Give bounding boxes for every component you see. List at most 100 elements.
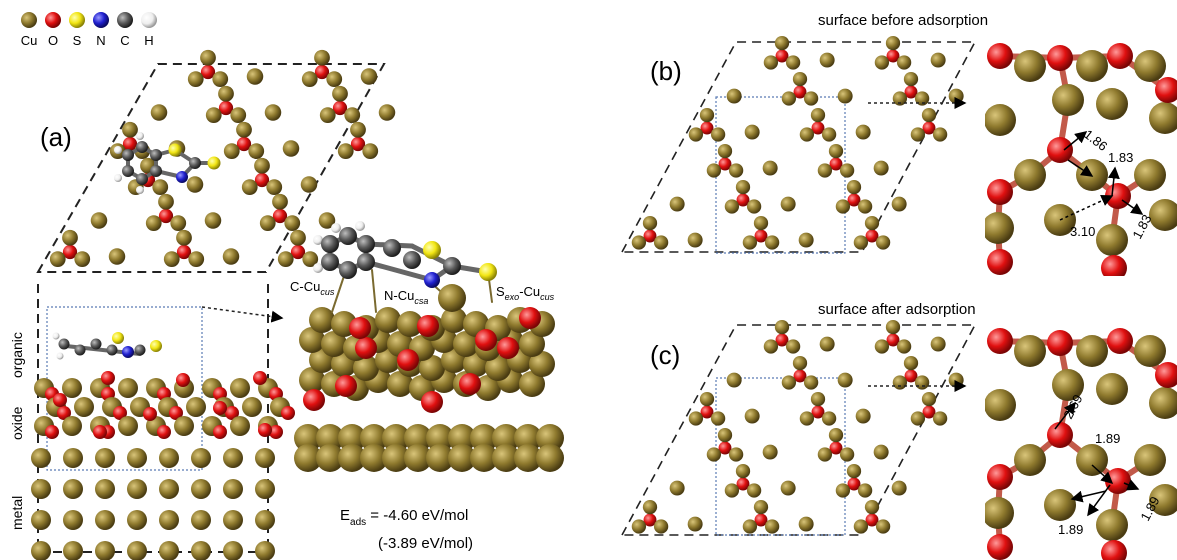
cu-atom bbox=[236, 121, 252, 138]
cu-atom bbox=[753, 499, 769, 515]
cu-atom bbox=[1014, 444, 1046, 476]
o-atom bbox=[1047, 330, 1073, 356]
panel-c-surface bbox=[620, 319, 977, 536]
cu-atom bbox=[799, 127, 815, 142]
panel-a-label: (a) bbox=[40, 122, 72, 152]
cu-atom bbox=[857, 483, 873, 498]
c-atom bbox=[90, 338, 102, 350]
cu-atom bbox=[780, 196, 796, 212]
cu-atom bbox=[742, 519, 758, 534]
cu-atom bbox=[828, 143, 844, 159]
cu-atom bbox=[828, 427, 844, 443]
cu-atom bbox=[744, 124, 760, 140]
cu-atom bbox=[230, 416, 250, 436]
cu-atom bbox=[248, 143, 265, 159]
cu-atom bbox=[948, 372, 964, 388]
cu-atom bbox=[792, 71, 808, 87]
cu-atom bbox=[706, 447, 722, 462]
cu-atom bbox=[31, 448, 51, 468]
o-atom bbox=[169, 406, 183, 420]
cu-atom bbox=[875, 235, 891, 250]
h-atom bbox=[331, 223, 341, 233]
c-atom bbox=[357, 253, 375, 271]
cu-atom bbox=[762, 444, 778, 460]
cu-atom bbox=[108, 248, 126, 265]
cu-atom bbox=[855, 124, 871, 140]
cu-atom bbox=[95, 510, 115, 530]
h-atom bbox=[56, 352, 64, 360]
c-cu-label: C-Cucus bbox=[290, 279, 335, 297]
distance-arrow bbox=[1070, 490, 1107, 503]
cu-atom bbox=[529, 351, 555, 377]
cu-atom bbox=[255, 510, 275, 530]
cu-atom bbox=[62, 416, 82, 436]
cu-atom bbox=[519, 371, 545, 397]
cu-atom bbox=[631, 519, 647, 534]
cu-atom bbox=[63, 479, 83, 499]
cu-atom bbox=[321, 331, 347, 357]
cu-atom bbox=[63, 510, 83, 530]
cu-atom bbox=[891, 480, 907, 496]
cu-atom bbox=[753, 215, 769, 231]
legend-swatch-n bbox=[93, 12, 109, 28]
cu-atom bbox=[803, 375, 819, 390]
o-atom bbox=[101, 371, 115, 385]
o-atom bbox=[113, 406, 127, 420]
cu-atom bbox=[688, 411, 704, 426]
cu-atom bbox=[284, 215, 301, 231]
cu-atom bbox=[1134, 444, 1166, 476]
cu-atom bbox=[176, 229, 192, 246]
h-atom bbox=[52, 332, 60, 340]
cu-atom bbox=[1096, 224, 1128, 256]
cu-atom bbox=[864, 215, 880, 231]
cu-atom bbox=[792, 355, 808, 371]
cu-atom bbox=[127, 448, 147, 468]
legend-label: Cu bbox=[21, 33, 38, 48]
cu-atom bbox=[1076, 444, 1108, 476]
o-atom bbox=[290, 244, 306, 260]
cu-atom bbox=[717, 427, 733, 443]
cu-atom bbox=[874, 55, 890, 70]
cu-atom bbox=[254, 157, 270, 174]
distance-arrow bbox=[1063, 131, 1088, 151]
cu-atom bbox=[95, 541, 115, 560]
cu-atom bbox=[669, 196, 685, 212]
cu-atom bbox=[419, 355, 445, 381]
o-atom bbox=[1105, 183, 1131, 209]
cu-atom bbox=[819, 336, 835, 352]
cu-atom bbox=[1076, 159, 1108, 191]
cu-atom bbox=[294, 424, 322, 452]
cu-atom bbox=[241, 179, 258, 195]
cu-atom bbox=[687, 232, 703, 248]
cu-atom bbox=[191, 448, 211, 468]
c-atom bbox=[58, 338, 70, 350]
o-atom bbox=[62, 244, 78, 260]
legend-swatch-s bbox=[69, 12, 85, 28]
cu-atom bbox=[810, 107, 826, 123]
distance-arrow bbox=[1091, 464, 1114, 485]
h-atom bbox=[355, 221, 365, 231]
cu-atom bbox=[218, 85, 234, 102]
cu-atom bbox=[1052, 84, 1084, 116]
c-atom bbox=[189, 157, 201, 169]
panel-a-side-view bbox=[31, 284, 295, 560]
bond bbox=[363, 259, 435, 283]
cu-atom bbox=[1044, 489, 1076, 521]
cu-atom bbox=[799, 411, 815, 426]
h-atom bbox=[136, 186, 144, 194]
panel-c-distances: 2.69 1.89 1.89 1.89 bbox=[1058, 392, 1163, 537]
cu-atom bbox=[839, 163, 855, 178]
cu-atom bbox=[1096, 373, 1128, 405]
cu-atom bbox=[259, 215, 276, 231]
cu-atom bbox=[159, 448, 179, 468]
legend-label: C bbox=[120, 33, 129, 48]
cu-atom bbox=[122, 121, 138, 138]
c-atom bbox=[106, 344, 118, 356]
cu-atom bbox=[1076, 335, 1108, 367]
sulfur-ring bbox=[112, 332, 124, 344]
cu-atom bbox=[1149, 102, 1177, 134]
cu-atom bbox=[282, 140, 300, 157]
cu-atom bbox=[337, 143, 354, 159]
o-atom bbox=[793, 85, 807, 99]
o-atom bbox=[459, 373, 481, 395]
